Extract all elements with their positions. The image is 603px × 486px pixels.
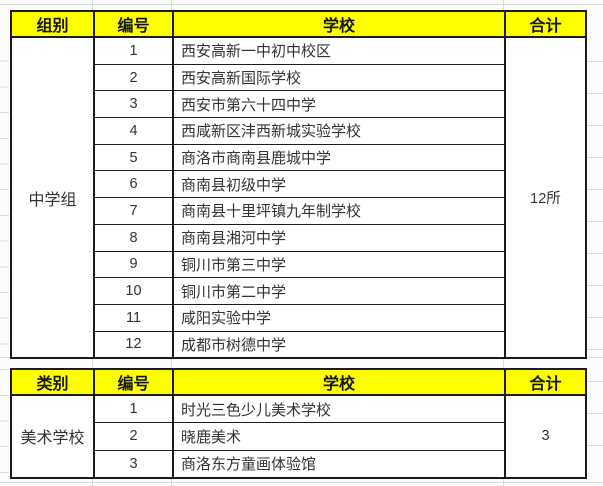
school-name-cell: 西咸新区沣西新城实验学校 [172, 117, 506, 145]
gridline-top [0, 4, 603, 5]
school-name-cell: 商南县湘河中学 [172, 223, 506, 252]
school-name-cell: 西安市第六十四中学 [172, 90, 506, 119]
school-name-cell: 西安高新一中初中校区 [172, 36, 506, 65]
gridline-bottom [0, 482, 603, 483]
header-category-column: 类别 [10, 368, 95, 396]
gridline-stub [171, 474, 172, 486]
table-row: 中学组 1 西安高新一中初中校区 12所 [10, 36, 587, 359]
table-row: 7 商南县十里坪镇九年制学校 [11, 197, 586, 225]
table-row: 12 成都市树德中学 [11, 330, 586, 359]
table-row: 5 商洛市商南县鹿城中学 [11, 143, 586, 172]
table-row: 4 西咸新区沣西新城实验学校 [11, 117, 586, 145]
school-name-cell: 商洛市商南县鹿城中学 [172, 143, 506, 172]
row-number-cell: 7 [93, 197, 174, 225]
row-number-cell: 3 [93, 449, 174, 479]
middle-school-table: 组别 编号 学校 合计 中学组 1 西安高新一中初中校区 12所 2 西安高新国际学校 3 西… [10, 10, 587, 360]
school-name-cell: 咸阳实验中学 [172, 303, 506, 332]
row-number-cell: 1 [93, 394, 174, 424]
row-number-cell: 5 [93, 143, 174, 172]
group-label-cell: 中学组 [10, 36, 95, 359]
row-number-cell: 12 [93, 330, 174, 359]
table-row: 3 商洛东方童画体验馆 [11, 449, 586, 479]
gridlines-left-margin [0, 36, 9, 473]
group-label-cell: 美术学校 [10, 394, 95, 479]
header-total-column: 合计 [504, 368, 587, 396]
header-school-column: 学校 [172, 368, 506, 396]
row-number-cell: 8 [93, 223, 174, 252]
school-name-cell: 商洛东方童画体验馆 [172, 449, 506, 479]
header-school-column: 学校 [172, 10, 506, 38]
table-row: 9 铜川市第三中学 [11, 250, 586, 279]
table-row: 美术学校 1 时光三色少儿美术学校 3 [10, 394, 587, 479]
total-count-cell: 12所 [504, 36, 587, 359]
row-number-cell: 6 [93, 170, 174, 199]
header-total-column: 合计 [504, 10, 587, 38]
gridline-stub [171, 0, 172, 10]
row-number-cell: 9 [93, 250, 174, 279]
row-number-cell: 3 [93, 90, 174, 119]
header-row: 组别 编号 学校 合计 [10, 10, 587, 38]
table-row: 8 商南县湘河中学 [11, 223, 586, 252]
school-name-cell: 铜川市第三中学 [172, 250, 506, 279]
table-row: 10 铜川市第二中学 [11, 277, 586, 305]
row-number-cell: 4 [93, 117, 174, 145]
gridline-stub [92, 0, 93, 10]
gridline-stub [503, 0, 504, 10]
row-number-cell: 11 [93, 303, 174, 332]
row-number-cell: 1 [93, 36, 174, 65]
header-number-column: 编号 [93, 10, 174, 38]
table-row: 2 晓鹿美术 [11, 422, 586, 451]
table-row: 2 西安高新国际学校 [11, 63, 586, 92]
gridline-stub [503, 474, 504, 486]
school-name-cell: 西安高新国际学校 [172, 63, 506, 92]
school-name-cell: 晓鹿美术 [172, 422, 506, 451]
header-group-column: 组别 [10, 10, 95, 38]
gridlines-right-margin [587, 30, 603, 473]
row-number-cell: 2 [93, 63, 174, 92]
school-name-cell: 商南县初级中学 [172, 170, 506, 199]
row-number-cell: 2 [93, 422, 174, 451]
table-row: 11 咸阳实验中学 [11, 303, 586, 332]
art-school-table: 类别 编号 学校 合计 美术学校 1 时光三色少儿美术学校 3 2 晓鹿美术 3 商洛东方童画… [10, 368, 587, 479]
school-name-cell: 时光三色少儿美术学校 [172, 394, 506, 424]
school-name-cell: 铜川市第二中学 [172, 277, 506, 305]
total-count-cell: 3 [504, 394, 587, 479]
header-number-column: 编号 [93, 368, 174, 396]
row-number-cell: 10 [93, 277, 174, 305]
school-name-cell: 商南县十里坪镇九年制学校 [172, 197, 506, 225]
header-row: 类别 编号 学校 合计 [10, 368, 587, 396]
school-name-cell: 成都市树德中学 [172, 330, 506, 359]
table-row: 3 西安市第六十四中学 [11, 90, 586, 119]
gridline-stub [92, 474, 93, 486]
table-row: 6 商南县初级中学 [11, 170, 586, 199]
